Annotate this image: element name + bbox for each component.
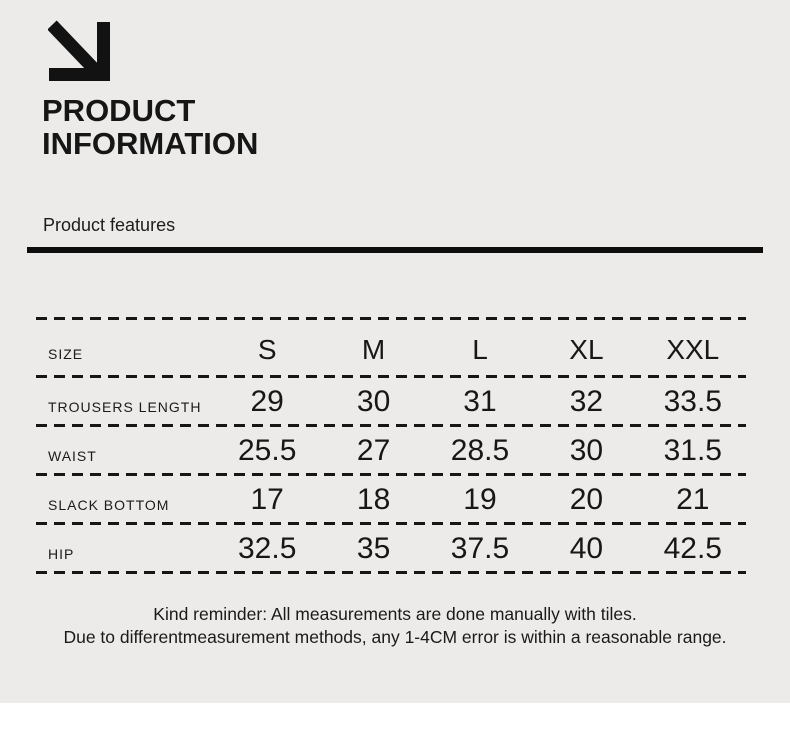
table-row-hip: HIP 32.5 35 37.5 40 42.5 bbox=[36, 525, 746, 571]
reminder-line2: Due to differentmeasurement methods, any… bbox=[63, 627, 727, 647]
table-dashed-divider bbox=[36, 571, 746, 574]
bottom-white-strip bbox=[0, 703, 790, 729]
table-dashed-divider bbox=[36, 473, 746, 476]
size-chart-table: SIZE S M L XL XXL TROUSERS LENGTH 29 30 … bbox=[36, 317, 746, 574]
table-cell: 20 bbox=[569, 483, 604, 516]
table-cell: 42.5 bbox=[663, 532, 722, 565]
table-cell: 32 bbox=[569, 385, 604, 418]
page-background: PRODUCT INFORMATION Product features SIZ… bbox=[0, 0, 790, 703]
table-dashed-divider bbox=[36, 522, 746, 525]
table-cell: 25.5 bbox=[238, 434, 297, 467]
table-cell: 33.5 bbox=[663, 385, 722, 418]
table-cell: 30 bbox=[569, 434, 604, 467]
product-features-label: Product features bbox=[43, 215, 176, 235]
table-cell: 19 bbox=[463, 483, 497, 516]
table-cell: 29 bbox=[250, 385, 284, 418]
table-dashed-divider bbox=[36, 424, 746, 427]
table-cell: 30 bbox=[356, 385, 391, 418]
page-title: PRODUCT INFORMATION bbox=[42, 94, 258, 160]
size-header-cell: L bbox=[472, 334, 488, 365]
table-cell: 31.5 bbox=[663, 434, 722, 467]
row-label-size: SIZE bbox=[48, 346, 84, 362]
reminder-line1: Kind reminder: All measurements are done… bbox=[153, 604, 637, 624]
size-header-cell: XXL bbox=[666, 334, 720, 365]
table-cell: 37.5 bbox=[450, 532, 510, 565]
size-header-cell: M bbox=[361, 334, 386, 365]
table-row-slack-bottom: SLACK BOTTOM 17 18 19 20 21 bbox=[36, 476, 746, 522]
row-label-trousers-length: TROUSERS LENGTH bbox=[48, 399, 202, 415]
table-cell: 28.5 bbox=[450, 434, 510, 467]
arrow-down-right-icon bbox=[48, 17, 112, 81]
table-cell: 21 bbox=[676, 483, 710, 516]
table-cell: 31 bbox=[463, 385, 497, 418]
table-cell: 27 bbox=[356, 434, 391, 467]
table-row-trousers-length: TROUSERS LENGTH 29 30 31 32 33.5 bbox=[36, 378, 746, 424]
row-label-hip: HIP bbox=[48, 546, 75, 562]
row-label-waist: WAIST bbox=[48, 448, 97, 464]
size-header-cell: S bbox=[257, 334, 277, 365]
kind-reminder: Kind reminder: All measurements are done… bbox=[0, 603, 790, 649]
table-dashed-divider bbox=[36, 317, 746, 320]
table-cell: 32.5 bbox=[238, 532, 297, 565]
table-cell: 40 bbox=[569, 532, 604, 565]
table-row-waist: WAIST 25.5 27 28.5 30 31.5 bbox=[36, 427, 746, 473]
page-title-line2: INFORMATION bbox=[42, 126, 259, 161]
page-title-line1: PRODUCT bbox=[42, 93, 196, 128]
table-cell: 18 bbox=[356, 483, 391, 516]
size-header-cell: XL bbox=[569, 334, 604, 365]
table-row-size: SIZE S M L XL XXL bbox=[36, 320, 746, 375]
table-dashed-divider bbox=[36, 375, 746, 378]
row-label-slack-bottom: SLACK BOTTOM bbox=[48, 497, 170, 513]
table-cell: 17 bbox=[250, 483, 284, 516]
table-cell: 35 bbox=[356, 532, 391, 565]
section-divider-rule bbox=[27, 247, 763, 253]
